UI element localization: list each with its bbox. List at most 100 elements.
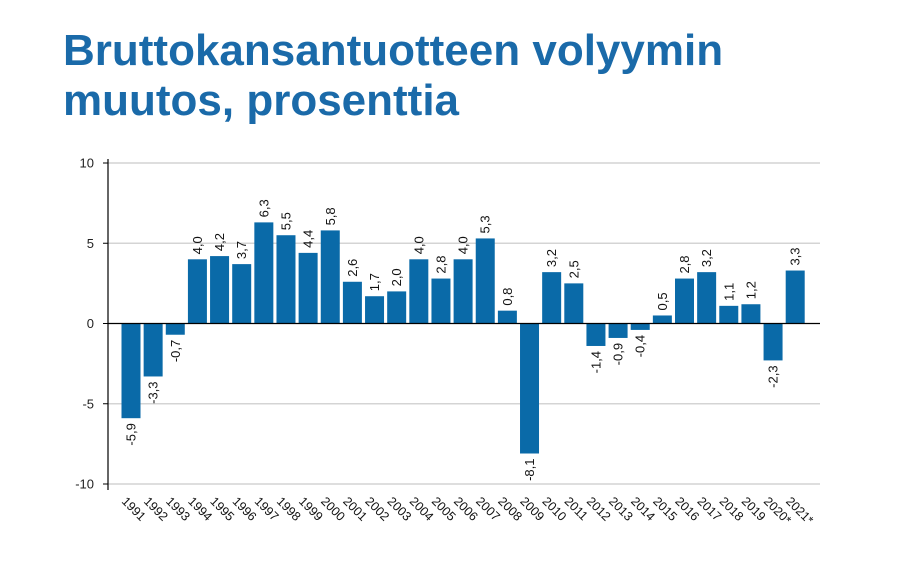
x-tick-label: 1993 (163, 494, 193, 524)
x-tick-label: 2010 (540, 494, 570, 524)
x-tick-label: 2001 (340, 494, 370, 524)
y-tick-label: 10 (80, 156, 94, 171)
bar (475, 238, 495, 324)
bar (210, 256, 230, 324)
data-label: 6,3 (256, 199, 271, 217)
x-tick-label: 2003 (385, 494, 415, 524)
bar (121, 323, 141, 419)
data-label: 5,3 (478, 215, 493, 233)
x-tick-label: 1997 (252, 494, 282, 524)
bar (143, 323, 163, 377)
data-label: -8,1 (522, 459, 537, 481)
data-label: -0,7 (168, 340, 183, 362)
data-label: 1,2 (743, 281, 758, 299)
bar (608, 323, 628, 338)
data-label: 2,8 (433, 255, 448, 273)
x-tick-label: 1991 (119, 494, 149, 524)
bar (387, 291, 407, 324)
x-tick-label: 2002 (362, 494, 392, 524)
bar (165, 323, 185, 335)
bar (564, 283, 584, 324)
chart-title: Bruttokansantuotteen volyymin muutos, pr… (63, 26, 883, 126)
x-tick-label: 2009 (517, 494, 547, 524)
data-label: 4,0 (190, 236, 205, 254)
bar (785, 270, 805, 324)
data-label: -3,3 (146, 381, 161, 403)
data-label: 1,7 (367, 273, 382, 291)
bar (320, 230, 340, 324)
x-tick-label: 1996 (230, 494, 260, 524)
x-tick-label: 2007 (473, 494, 503, 524)
data-label: 4,0 (456, 236, 471, 254)
data-label: 5,8 (323, 207, 338, 225)
bar (365, 296, 385, 324)
x-tick-label: 2012 (584, 494, 614, 524)
bar (697, 272, 717, 324)
x-tick-label: 2006 (451, 494, 481, 524)
x-tick-label: 1994 (185, 494, 215, 524)
data-label: 3,3 (788, 247, 803, 265)
data-label: 3,2 (544, 249, 559, 267)
bar (520, 323, 540, 454)
data-label: 2,0 (389, 268, 404, 286)
bar (652, 315, 672, 324)
data-label: 4,0 (411, 236, 426, 254)
data-label: 3,7 (234, 241, 249, 259)
bar (542, 272, 562, 324)
bar (741, 304, 761, 324)
bar (497, 310, 517, 324)
x-tick-label: 2011 (562, 494, 591, 523)
bar (254, 222, 274, 324)
x-tick-label: 1992 (141, 494, 171, 524)
x-tick-label: 2005 (429, 494, 459, 524)
bar (431, 278, 451, 324)
x-tick-label: 2014 (628, 494, 658, 524)
y-tick-label: -5 (82, 396, 94, 411)
x-tick-label: 2017 (695, 494, 725, 524)
data-label: 4,2 (212, 233, 227, 251)
y-tick-label: 0 (87, 316, 94, 331)
bar (232, 264, 252, 324)
bar (187, 259, 207, 324)
x-tick-label: 1995 (207, 494, 237, 524)
x-tick-label: 2019 (739, 494, 769, 524)
x-tick-label: 2016 (672, 494, 702, 524)
bar (298, 252, 318, 324)
x-tick-label: 2015 (650, 494, 680, 524)
bar (675, 278, 694, 324)
data-label: 0,5 (655, 292, 670, 310)
bar (586, 323, 606, 346)
bar (719, 305, 739, 324)
data-label: 4,4 (301, 230, 316, 248)
x-tick-label: 2000 (318, 494, 348, 524)
x-tick-label: 1999 (296, 494, 326, 524)
data-label: -2,3 (766, 365, 781, 387)
data-label: -5,9 (124, 423, 139, 445)
x-tick-label: 2008 (495, 494, 525, 524)
data-label: -0,4 (633, 335, 648, 357)
bar (763, 323, 783, 361)
bar (276, 235, 296, 324)
bar (409, 259, 429, 324)
data-label: 1,1 (721, 283, 736, 301)
chart-title-line-1: Bruttokansantuotteen volyymin (63, 26, 724, 75)
data-label: 5,5 (278, 212, 293, 230)
data-label: -1,4 (588, 351, 603, 373)
y-tick-label: -10 (75, 477, 94, 492)
x-tick-label: 1998 (274, 494, 304, 524)
chart-title-line-2: muutos, prosenttia (63, 76, 460, 125)
bar (342, 281, 362, 324)
bar (630, 323, 650, 330)
data-label: 3,2 (699, 249, 714, 267)
x-tick-label: 2004 (407, 494, 437, 524)
data-label: 2,5 (566, 260, 581, 278)
y-tick-label: 5 (87, 236, 94, 251)
x-tick-label: 2013 (606, 494, 636, 524)
bar (453, 259, 473, 324)
data-label: 2,8 (677, 255, 692, 273)
data-label: 2,6 (345, 259, 360, 277)
data-label: -0,9 (611, 343, 626, 365)
x-tick-label: 2018 (717, 494, 747, 524)
data-label: 0,8 (500, 288, 515, 306)
